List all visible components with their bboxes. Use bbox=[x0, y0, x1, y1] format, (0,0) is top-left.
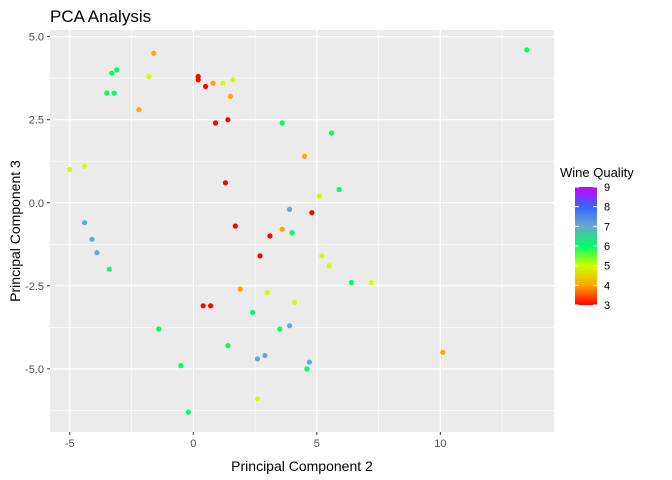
data-point bbox=[67, 166, 73, 173]
data-point bbox=[156, 326, 162, 332]
data-point bbox=[279, 120, 285, 126]
data-point bbox=[203, 83, 209, 90]
data-point bbox=[227, 93, 233, 99]
x-tick-label: -5 bbox=[65, 438, 75, 450]
legend-label: 6 bbox=[604, 241, 610, 253]
data-point bbox=[195, 77, 201, 83]
y-tick-label: 2.5 bbox=[29, 115, 44, 127]
data-point bbox=[329, 130, 335, 136]
data-point bbox=[82, 220, 88, 226]
y-axis-ticks: -5.0 -2.5 0.0 2.5 5.0 bbox=[25, 32, 50, 376]
data-point bbox=[304, 366, 310, 372]
data-point bbox=[326, 263, 332, 269]
legend-label: 5 bbox=[604, 261, 610, 273]
data-point bbox=[316, 193, 322, 199]
data-point bbox=[287, 206, 293, 212]
data-point bbox=[200, 303, 206, 309]
data-point bbox=[306, 359, 312, 365]
data-point bbox=[114, 67, 120, 73]
data-point bbox=[111, 90, 117, 96]
data-point bbox=[264, 289, 270, 296]
data-point bbox=[524, 47, 530, 53]
data-point bbox=[262, 353, 268, 359]
data-point bbox=[222, 180, 228, 186]
data-point bbox=[237, 286, 243, 292]
data-point bbox=[289, 230, 295, 236]
data-point bbox=[287, 323, 293, 329]
data-point bbox=[212, 120, 219, 126]
data-point bbox=[277, 326, 283, 332]
data-point bbox=[225, 343, 231, 349]
data-point bbox=[292, 299, 298, 305]
data-point bbox=[309, 210, 315, 216]
data-point bbox=[106, 266, 112, 272]
color-legend: Wine Quality 9 8 7 6 5 4 3 bbox=[560, 165, 634, 312]
y-axis-title: Principal Component 3 bbox=[7, 160, 23, 302]
data-point bbox=[94, 250, 100, 256]
data-point bbox=[225, 117, 231, 123]
data-point bbox=[136, 107, 142, 113]
data-point bbox=[301, 153, 308, 159]
data-point bbox=[82, 163, 88, 169]
x-tick-label: 5 bbox=[314, 438, 320, 450]
y-tick-label: 5.0 bbox=[29, 32, 44, 44]
data-point bbox=[104, 90, 110, 96]
data-points bbox=[67, 47, 530, 415]
y-tick-label: 0.0 bbox=[29, 198, 44, 210]
minor-gridlines bbox=[50, 30, 554, 432]
y-tick-label: -2.5 bbox=[25, 281, 44, 293]
data-point bbox=[109, 70, 115, 76]
legend-label: 7 bbox=[604, 221, 610, 233]
data-point bbox=[257, 253, 263, 259]
y-tick-label: -5.0 bbox=[25, 364, 44, 376]
data-point bbox=[89, 236, 95, 242]
data-point bbox=[178, 363, 184, 369]
data-point bbox=[279, 226, 285, 232]
x-axis-title: Principal Component 2 bbox=[231, 458, 373, 474]
plot-panel bbox=[50, 30, 554, 432]
data-point bbox=[319, 253, 325, 259]
data-point bbox=[210, 80, 216, 86]
data-point bbox=[348, 279, 354, 286]
x-tick-label: 0 bbox=[190, 438, 196, 450]
legend-label: 8 bbox=[604, 202, 610, 214]
data-point bbox=[336, 186, 342, 193]
data-point bbox=[254, 356, 261, 362]
data-point bbox=[230, 77, 236, 83]
legend-label: 9 bbox=[604, 182, 610, 194]
legend-label: 3 bbox=[604, 300, 610, 312]
data-point bbox=[185, 409, 191, 415]
data-point bbox=[151, 50, 157, 56]
data-point bbox=[267, 233, 273, 239]
legend-colorbar bbox=[575, 187, 597, 305]
data-point bbox=[232, 223, 238, 229]
legend-title: Wine Quality bbox=[560, 165, 634, 180]
data-point bbox=[208, 303, 214, 309]
data-point bbox=[440, 349, 446, 355]
x-tick-label: 10 bbox=[434, 438, 446, 450]
major-gridlines bbox=[50, 30, 554, 432]
data-point bbox=[146, 73, 152, 80]
legend-label: 4 bbox=[604, 280, 610, 292]
data-point bbox=[250, 309, 256, 315]
chart-title: PCA Analysis bbox=[50, 7, 151, 26]
legend-ticks: 9 8 7 6 5 4 3 bbox=[575, 182, 610, 312]
data-point bbox=[254, 396, 261, 402]
data-point bbox=[220, 80, 226, 86]
data-point bbox=[368, 279, 374, 286]
x-axis-ticks: -5 0 5 10 bbox=[65, 432, 446, 450]
